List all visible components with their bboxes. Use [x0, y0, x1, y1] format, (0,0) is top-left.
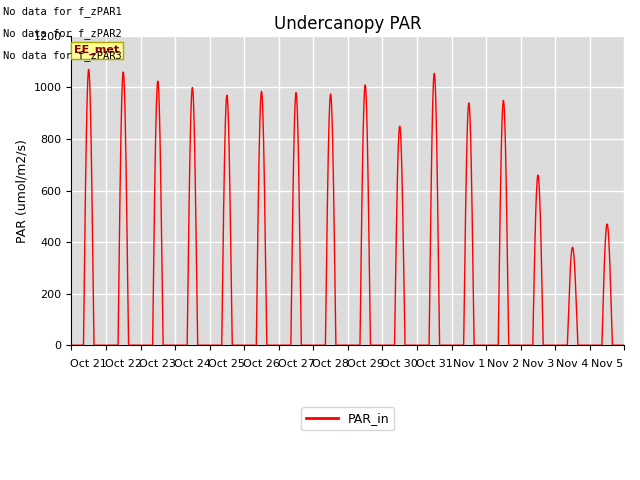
Text: Oct 22: Oct 22: [105, 360, 141, 370]
Text: Nov 5: Nov 5: [591, 360, 623, 370]
Text: Oct 24: Oct 24: [174, 360, 211, 370]
Text: Oct 26: Oct 26: [243, 360, 280, 370]
Y-axis label: PAR (umol/m2/s): PAR (umol/m2/s): [15, 139, 28, 242]
Text: Oct 25: Oct 25: [209, 360, 245, 370]
Legend: PAR_in: PAR_in: [301, 407, 394, 430]
Text: Oct 27: Oct 27: [278, 360, 314, 370]
Text: No data for f_zPAR1: No data for f_zPAR1: [3, 6, 122, 17]
Text: No data for f_zPAR3: No data for f_zPAR3: [3, 49, 122, 60]
Text: Nov 2: Nov 2: [487, 360, 520, 370]
Text: Nov 3: Nov 3: [522, 360, 554, 370]
Text: Oct 29: Oct 29: [347, 360, 383, 370]
Text: Oct 23: Oct 23: [140, 360, 176, 370]
Title: Undercanopy PAR: Undercanopy PAR: [274, 15, 422, 33]
Text: Oct 21: Oct 21: [70, 360, 107, 370]
Text: Oct 28: Oct 28: [312, 360, 349, 370]
Text: Oct 31: Oct 31: [416, 360, 452, 370]
Text: No data for f_zPAR2: No data for f_zPAR2: [3, 28, 122, 39]
Text: Nov 4: Nov 4: [556, 360, 589, 370]
Text: Oct 30: Oct 30: [381, 360, 418, 370]
Text: EE_met: EE_met: [74, 45, 119, 56]
Text: Nov 1: Nov 1: [452, 360, 485, 370]
